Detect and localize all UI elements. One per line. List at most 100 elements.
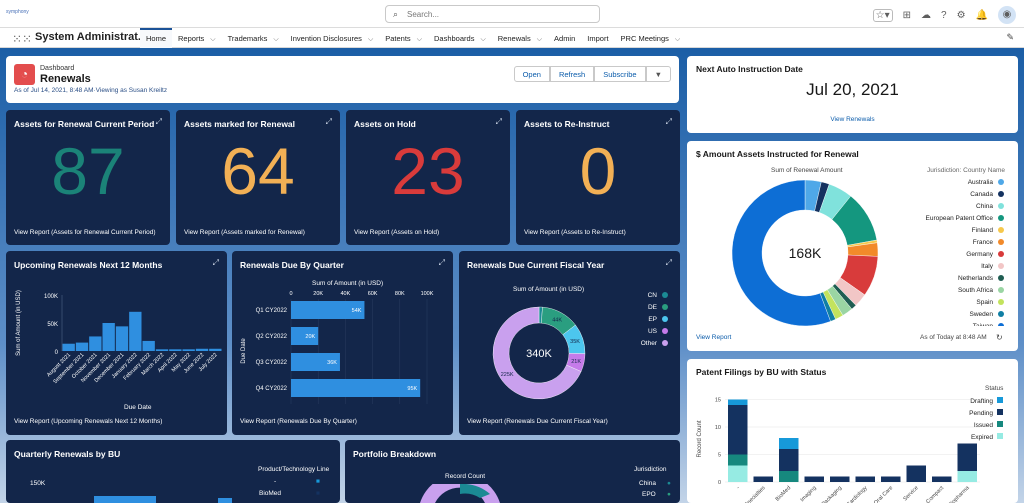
stacked-bar-segment xyxy=(728,454,748,466)
chevron-down-icon[interactable]: ⌵ xyxy=(367,36,374,43)
kpi-view-report-link[interactable]: View Report (Assets for Renewal Current … xyxy=(14,229,156,236)
chevron-down-icon[interactable]: ⌵ xyxy=(480,36,486,43)
dashboard-icon: ◔ xyxy=(14,64,35,85)
chevron-down-icon[interactable]: ⌵ xyxy=(674,36,681,43)
portfolio-donut xyxy=(420,484,500,503)
x-tick-label: 40K xyxy=(341,291,351,297)
stacked-bar-segment xyxy=(779,438,799,449)
legend-swatch xyxy=(998,311,1004,317)
legend-swatch xyxy=(662,292,668,298)
instructed-view-report-link[interactable]: View Report xyxy=(696,334,732,341)
bar-value-label: 95K xyxy=(407,386,417,392)
legend-label: Australia xyxy=(968,179,994,186)
slice-label: 35K xyxy=(570,339,580,345)
nav-tab-trademarks[interactable]: Trademarks ⌵ xyxy=(222,28,285,48)
nav-tab-dashboards[interactable]: Dashboards ⌵ xyxy=(428,28,492,48)
patent-filings-card: Patent Filings by BU with Status Record … xyxy=(687,359,1018,503)
kpi-value: 64 xyxy=(221,134,295,208)
next-instruction-title: Next Auto Instruction Date xyxy=(696,64,803,74)
nav-tab-label: PRC Meetings xyxy=(620,34,669,43)
nav-tab-renewals[interactable]: Renewals ⌵ xyxy=(492,28,548,48)
instructed-subtitle: Sum of Renewal Amount xyxy=(771,167,843,174)
stacked-bar-segment xyxy=(932,476,952,482)
edit-nav-pencil-icon[interactable]: ✎ xyxy=(1006,32,1014,42)
instructed-renewal-title: $ Amount Assets Instructed for Renewal xyxy=(696,149,859,159)
fiscal-view-report-link[interactable]: View Report (Renewals Due Current Fiscal… xyxy=(467,418,608,425)
legend-swatch xyxy=(998,251,1004,257)
stacked-bar-segment xyxy=(906,465,926,482)
slice-label: 44K xyxy=(552,318,562,324)
quarter-view-report-link[interactable]: View Report (Renewals Due By Quarter) xyxy=(240,418,357,425)
expand-icon[interactable]: ⤢ xyxy=(438,258,445,267)
legend-label: Drafting xyxy=(970,398,993,405)
kpi-view-report-link[interactable]: View Report (Assets to Re-Instruct) xyxy=(524,229,626,236)
nav-tab-prc-meetings[interactable]: PRC Meetings ⌵ xyxy=(615,28,687,48)
refresh-button[interactable]: Refresh xyxy=(549,66,595,82)
favorites-star-icon[interactable]: ☆▾ xyxy=(872,8,893,22)
app-launcher-grid-icon[interactable]: ⁙⁙ xyxy=(12,32,33,46)
view-renewals-link[interactable]: View Renewals xyxy=(830,116,875,123)
bar xyxy=(291,353,340,371)
expand-icon[interactable]: ⤢ xyxy=(495,117,502,126)
y-tick-label: 50K xyxy=(47,322,58,328)
nav-tab-patents[interactable]: Patents ⌵ xyxy=(379,28,428,48)
global-search-input[interactable]: ⌕ Search... xyxy=(385,5,600,23)
legend-label: Issued xyxy=(974,422,994,429)
portfolio-breakdown-title: Portfolio Breakdown xyxy=(353,449,437,459)
upcoming-view-report-link[interactable]: View Report (Upcoming Renewals Next 12 M… xyxy=(14,418,163,425)
donut-slice xyxy=(492,306,582,400)
chevron-down-icon[interactable]: ⌵ xyxy=(536,36,543,43)
user-avatar[interactable]: ◉ xyxy=(998,6,1016,24)
global-actions-plus-icon[interactable]: ⊞ xyxy=(902,9,912,21)
quarterly-bu-title: Quarterly Renewals by BU xyxy=(14,449,121,459)
legend-label: China xyxy=(976,203,993,210)
trailhead-cloud-icon[interactable]: ☁ xyxy=(921,9,932,21)
instructed-renewal-donut: 168K Australia Canada China European Patent … xyxy=(731,179,1004,326)
notifications-bell-icon[interactable]: 🔔 xyxy=(975,9,988,21)
expand-icon[interactable]: ⤢ xyxy=(665,117,672,126)
open-button[interactable]: Open xyxy=(513,66,550,82)
more-actions-chevron-icon[interactable]: ▼ xyxy=(645,66,671,82)
nav-tab-admin[interactable]: Admin xyxy=(548,28,581,48)
kpi-view-report-link[interactable]: View Report (Assets on Hold) xyxy=(354,229,440,236)
upcoming-renewals-title: Upcoming Renewals Next 12 Months xyxy=(14,260,163,270)
kpi-value: 87 xyxy=(51,134,125,208)
legend-label: Spain xyxy=(976,299,993,306)
bar xyxy=(169,349,182,351)
help-question-icon[interactable]: ? xyxy=(941,9,947,21)
bar xyxy=(129,311,142,351)
chevron-down-icon[interactable]: ⌵ xyxy=(210,36,216,43)
nav-tab-reports[interactable]: Reports ⌵ xyxy=(172,28,222,48)
expand-icon[interactable]: ⤢ xyxy=(212,258,219,267)
bar xyxy=(75,342,89,351)
slice-label: 225K xyxy=(501,372,514,378)
kpi-title: Assets for Renewal Current Period xyxy=(14,119,155,129)
nav-tab-label: Admin xyxy=(554,34,576,43)
chevron-down-icon[interactable]: ⌵ xyxy=(416,36,422,43)
expand-icon[interactable]: ⤢ xyxy=(155,117,162,126)
chevron-down-icon[interactable]: ⌵ xyxy=(273,36,279,43)
quarterly-bu-bar xyxy=(218,498,232,503)
legend-swatch xyxy=(662,340,668,346)
nav-tab-import[interactable]: Import xyxy=(581,28,614,48)
bar xyxy=(62,343,75,351)
refresh-icon[interactable]: ↻ xyxy=(996,333,1003,342)
expand-icon[interactable]: ⤢ xyxy=(665,258,672,267)
legend-label: Canada xyxy=(970,191,993,198)
nav-tab-home[interactable]: Home xyxy=(140,28,173,48)
dashboard-header: ◔ Dashboard Renewals As of Jul 14, 2021,… xyxy=(6,56,679,103)
x-tick-label: BioMed xyxy=(775,485,792,502)
kpi-view-report-link[interactable]: View Report (Assets marked for Renewal) xyxy=(184,229,305,236)
fiscal-year-card: Renewals Due Current Fiscal Year ⤢ Sum o… xyxy=(459,251,680,435)
setup-gear-icon[interactable]: ⚙ xyxy=(956,9,966,21)
x-tick-label: 80K xyxy=(395,291,405,297)
x-tick-label: Oral Care xyxy=(873,485,894,503)
expand-icon[interactable]: ⤢ xyxy=(325,117,332,126)
subscribe-button[interactable]: Subscribe xyxy=(594,66,646,82)
bar xyxy=(155,349,169,351)
legend-swatch xyxy=(997,421,1003,427)
fiscal-year-title: Renewals Due Current Fiscal Year xyxy=(467,260,605,270)
renewals-by-quarter-chart: 0 20K 40K 60K 80K 100K 54K Q1 CY2022 20K Q2 CY202… xyxy=(241,291,434,404)
nav-tab-invention-disclosures[interactable]: Invention Disclosures ⌵ xyxy=(285,28,380,48)
legend-swatch xyxy=(998,203,1004,209)
